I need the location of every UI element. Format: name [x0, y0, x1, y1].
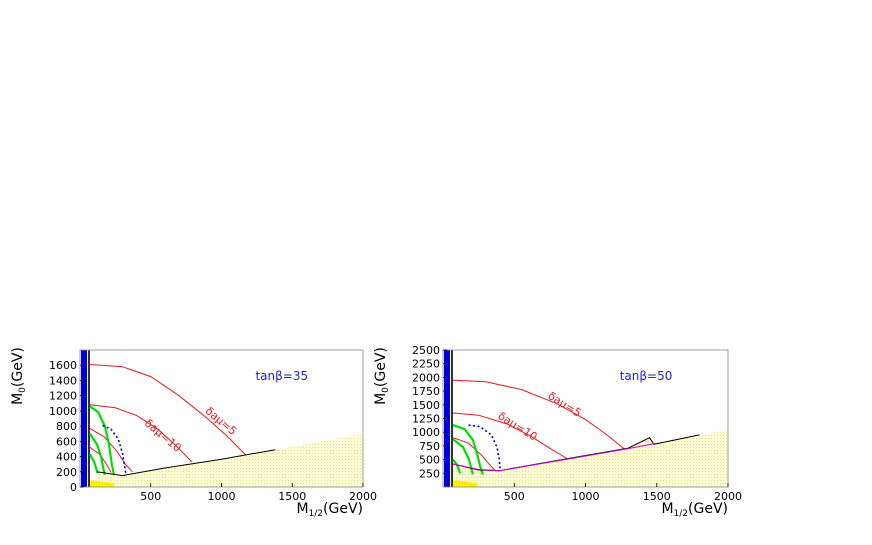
y-tick-label: 250: [419, 467, 440, 480]
x-axis-title-unit: (GeV): [688, 501, 728, 517]
y-axis-title-base: M: [373, 393, 389, 405]
contour-label-1: δaμ=10: [142, 417, 184, 455]
y-tick-label: 400: [56, 451, 77, 464]
x-tick-label: 1000: [208, 490, 236, 503]
plot-area: [81, 350, 363, 487]
y-tick-label: 750: [419, 440, 440, 453]
series-line-3: [89, 446, 112, 473]
y-axis-title-sub: 0: [18, 387, 28, 393]
series-line-8: [96, 449, 276, 477]
y-tick-label: 1600: [49, 359, 77, 372]
x-tick-label: 2000: [349, 490, 377, 503]
y-tick-label: 200: [56, 466, 77, 479]
y-tick-label: 0: [70, 481, 77, 494]
x-tick-label: 500: [504, 490, 525, 503]
lep-excluded-strip: [89, 480, 114, 487]
chart-tanbeta-35: 500 1000 1500 2000 0 200 400 600 800 1000 1200 1400…: [10, 347, 377, 519]
series-line-1: [452, 412, 568, 459]
y-axis-title-unit: (GeV): [10, 347, 26, 387]
series-line-4: [89, 405, 116, 476]
x-tick-label: 1500: [278, 490, 306, 503]
series-line-7: [102, 424, 127, 475]
y-tick-label: 500: [419, 454, 440, 467]
chart-tanbeta-50: 500 1000 1500 20002505007501000125015001750…: [373, 344, 742, 519]
series-line-0: [89, 364, 246, 456]
x-axis-title-base: M: [661, 501, 673, 517]
x-axis-title: M1/2(GeV): [661, 501, 728, 519]
y-axis-title-unit: (GeV): [373, 347, 389, 387]
y-tick-label: 1250: [412, 413, 440, 426]
series-line-1: [89, 404, 193, 463]
excluded-region: [96, 434, 363, 487]
y-tick-label: 2500: [412, 344, 440, 357]
y-tick-label: 800: [56, 420, 77, 433]
x-tick-label: 1000: [572, 490, 600, 503]
series-line-4: [452, 438, 474, 475]
x-axis-title-base: M: [296, 501, 308, 517]
y-axis-title: M0(GeV): [10, 347, 28, 405]
series-line-6: [88, 453, 99, 474]
plot-area: [444, 350, 728, 487]
contour-label-1: δaμ=10: [496, 409, 540, 443]
contour-label-0: δaμ=5: [203, 404, 239, 438]
x-axis-title-sub: 1/2: [309, 509, 323, 519]
y-tick-label: 1200: [49, 390, 77, 403]
y-tick-label: 1400: [49, 374, 77, 387]
y-tick-label: 2250: [412, 358, 440, 371]
y-tick-label: 1750: [412, 385, 440, 398]
y-tick-label: 600: [56, 435, 77, 448]
series-line-0: [452, 379, 625, 449]
series-line-3: [452, 424, 484, 475]
y-tick-label: 1000: [49, 405, 77, 418]
series-line-2: [452, 437, 497, 472]
y-tick-label: 1500: [412, 399, 440, 412]
y-tick-label: 1000: [412, 426, 440, 439]
x-tick-label: 1500: [643, 490, 671, 503]
y-axis-title-sub: 0: [381, 387, 391, 393]
y-axis-title: M0(GeV): [373, 347, 391, 405]
series-line-5: [88, 433, 106, 476]
x-axis-title: M1/2(GeV): [296, 501, 363, 519]
tanbeta-annotation: tanβ=35: [255, 369, 308, 383]
y-axis-title-base: M: [10, 393, 26, 405]
tanbeta-annotation: tanβ=50: [620, 369, 673, 383]
series-line-6: [468, 424, 501, 469]
blue-bound-band: [81, 350, 87, 487]
contour-label-0: δaμ=5: [546, 389, 584, 419]
lep-excluded-strip: [452, 480, 478, 487]
x-tick-label: 2000: [714, 490, 742, 503]
y-tick-label: 2000: [412, 371, 440, 384]
x-axis-title-unit: (GeV): [323, 501, 363, 517]
series-line-2: [89, 427, 133, 473]
series-line-8: [452, 442, 657, 472]
x-tick-label: 500: [140, 490, 161, 503]
x-axis-title-sub: 1/2: [674, 509, 688, 519]
